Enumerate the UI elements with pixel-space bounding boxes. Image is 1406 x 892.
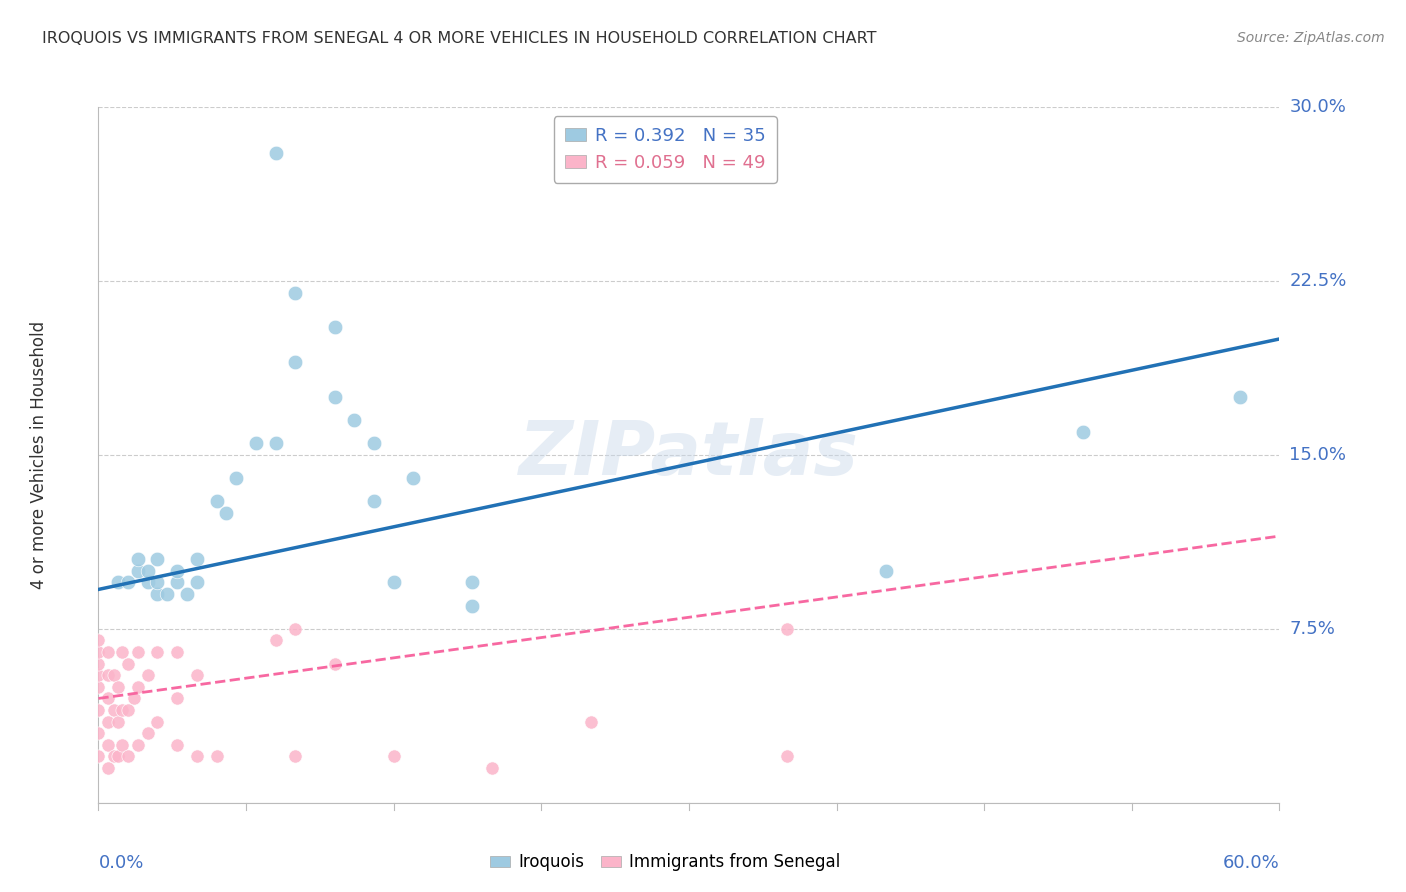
Point <box>127 680 149 694</box>
Point <box>225 471 247 485</box>
Point <box>117 703 139 717</box>
Point <box>205 494 228 508</box>
Point <box>284 285 307 300</box>
Point <box>107 749 129 764</box>
Point <box>103 749 125 764</box>
Text: ZIPatlas: ZIPatlas <box>519 418 859 491</box>
Point <box>363 436 385 450</box>
Point <box>875 564 897 578</box>
Point <box>103 703 125 717</box>
Text: 22.5%: 22.5% <box>1289 272 1347 290</box>
Text: 4 or more Vehicles in Household: 4 or more Vehicles in Household <box>31 321 48 589</box>
Point <box>264 146 287 161</box>
Point <box>97 761 120 775</box>
Point <box>461 575 484 590</box>
Point <box>97 668 120 682</box>
Point <box>87 645 110 659</box>
Point <box>1071 425 1094 439</box>
Point <box>127 564 149 578</box>
Point <box>363 494 385 508</box>
Point <box>264 633 287 648</box>
Point <box>107 714 129 729</box>
Point <box>166 564 188 578</box>
Point <box>215 506 238 520</box>
Point <box>166 691 188 706</box>
Point <box>136 575 159 590</box>
Point <box>176 587 198 601</box>
Point <box>117 575 139 590</box>
Point <box>146 587 169 601</box>
Point <box>127 552 149 566</box>
Point <box>461 599 484 613</box>
Point <box>97 645 120 659</box>
Point <box>111 738 134 752</box>
Point <box>117 657 139 671</box>
Point <box>402 471 425 485</box>
Point <box>146 552 169 566</box>
Legend: Iroquois, Immigrants from Senegal: Iroquois, Immigrants from Senegal <box>484 847 848 878</box>
Point <box>117 749 139 764</box>
Point <box>87 703 110 717</box>
Text: 30.0%: 30.0% <box>1289 98 1346 116</box>
Point <box>146 645 169 659</box>
Point <box>579 714 602 729</box>
Point <box>284 355 307 369</box>
Point <box>103 668 125 682</box>
Point <box>107 575 129 590</box>
Point <box>122 691 145 706</box>
Point <box>382 575 405 590</box>
Point <box>323 390 346 404</box>
Point <box>166 738 188 752</box>
Point <box>127 645 149 659</box>
Point <box>186 575 208 590</box>
Point <box>776 622 799 636</box>
Text: IROQUOIS VS IMMIGRANTS FROM SENEGAL 4 OR MORE VEHICLES IN HOUSEHOLD CORRELATION : IROQUOIS VS IMMIGRANTS FROM SENEGAL 4 OR… <box>42 31 877 46</box>
Point <box>382 749 405 764</box>
Text: 15.0%: 15.0% <box>1289 446 1347 464</box>
Point <box>87 680 110 694</box>
Point <box>1229 390 1251 404</box>
Point <box>111 645 134 659</box>
Point <box>107 680 129 694</box>
Point <box>97 714 120 729</box>
Point <box>481 761 503 775</box>
Text: 7.5%: 7.5% <box>1289 620 1336 638</box>
Point <box>97 738 120 752</box>
Point <box>166 575 188 590</box>
Point <box>136 668 159 682</box>
Point <box>245 436 267 450</box>
Point <box>146 714 169 729</box>
Text: Source: ZipAtlas.com: Source: ZipAtlas.com <box>1237 31 1385 45</box>
Point <box>205 749 228 764</box>
Point <box>323 320 346 334</box>
Point <box>127 738 149 752</box>
Point <box>136 726 159 740</box>
Point <box>186 552 208 566</box>
Point <box>97 691 120 706</box>
Point <box>87 633 110 648</box>
Point <box>87 657 110 671</box>
Point <box>146 575 169 590</box>
Point <box>166 645 188 659</box>
Point <box>156 587 179 601</box>
Point <box>111 703 134 717</box>
Point <box>264 436 287 450</box>
Point <box>87 726 110 740</box>
Point <box>186 749 208 764</box>
Point <box>776 749 799 764</box>
Point <box>87 749 110 764</box>
Point <box>186 668 208 682</box>
Point <box>323 657 346 671</box>
Point <box>87 668 110 682</box>
Point <box>136 564 159 578</box>
Text: 60.0%: 60.0% <box>1223 854 1279 871</box>
Text: 0.0%: 0.0% <box>98 854 143 871</box>
Point <box>343 413 366 427</box>
Point <box>284 749 307 764</box>
Point <box>284 622 307 636</box>
